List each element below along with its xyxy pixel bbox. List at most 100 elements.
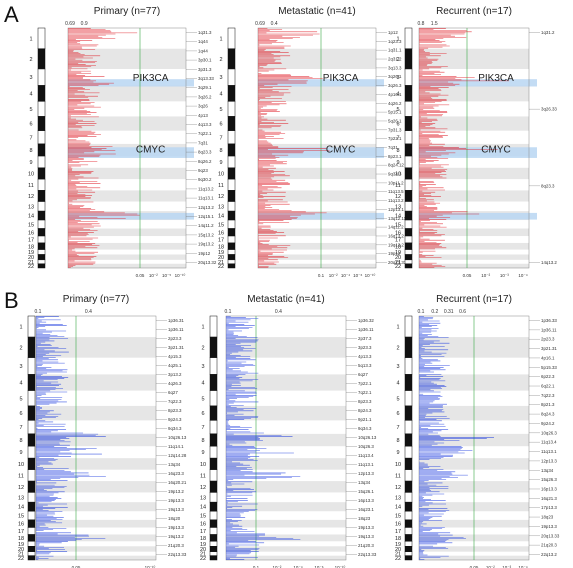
- chromosome-number: 9: [396, 450, 399, 456]
- ideogram-segment: [37, 219, 46, 229]
- top-tick-label: 0.4: [275, 309, 282, 315]
- cytoband-label: 4p15.3: [168, 354, 182, 359]
- cytoband-label: 7p22.1: [388, 136, 402, 141]
- ideogram-segment: [404, 68, 413, 86]
- cytoband-label: 8p23.3: [168, 408, 182, 413]
- chart-panel-1: Primary (n=77)0.69 0.91234567891011121314…: [28, 6, 217, 278]
- top-tick-label: 0.1: [418, 309, 425, 315]
- cytoband-label: 11q13.1: [541, 449, 557, 454]
- chromosome-number: 2: [219, 57, 222, 63]
- cytoband-label: 3q29.1: [198, 85, 212, 90]
- chromosome-band-shade: [226, 405, 346, 421]
- chromosome-band-shade: [226, 458, 346, 470]
- gene-label-cmyc: CMYC: [136, 144, 165, 155]
- ideogram-segment: [27, 315, 36, 338]
- cytoband-label: 7q22.3: [541, 393, 555, 398]
- bottom-tick-label: 0.05: [136, 273, 145, 278]
- chromosome-band-shade: [419, 116, 529, 131]
- chromosome-number: 5: [19, 396, 22, 402]
- cytoband-label: 9q34.3: [388, 172, 402, 177]
- bottom-tick-label: 0.1: [318, 273, 325, 278]
- chromosome-number: 4: [201, 381, 204, 387]
- ideogram-segment: [27, 480, 36, 493]
- chromosome-band-shade: [68, 228, 186, 237]
- ideogram-segment: [209, 527, 218, 535]
- cytoband-label: 19p13.3: [358, 525, 374, 530]
- ideogram-segment: [227, 228, 236, 237]
- ideogram-segment: [209, 420, 218, 435]
- ideogram-segment: [227, 68, 236, 86]
- chart-panel-6: Recurrent (n=17)0.1 0.2 0.31 0.612345678910…: [395, 294, 560, 568]
- cytoband-label: 3q26.33: [541, 107, 557, 112]
- cytoband-label: 8p24.3: [358, 408, 372, 413]
- bottom-tick-label: 10⁻⁴: [518, 565, 527, 568]
- cytoband-label: 21q20.3: [168, 543, 184, 548]
- cytoband-label: 11q13.4: [358, 453, 374, 458]
- cytoband-label: 7q22.1: [198, 131, 212, 136]
- ideogram-segment: [404, 405, 413, 421]
- ideogram-segment: [209, 445, 218, 459]
- top-tick-label: 0.69: [65, 21, 75, 27]
- chromosome-number: 21: [18, 552, 24, 558]
- chromosome-number: 6: [219, 122, 222, 128]
- cytoband-label: 6p22.3: [541, 374, 555, 379]
- chromosome-band-shade: [68, 254, 186, 260]
- chromosome-number: 5: [396, 396, 399, 402]
- cytoband-label: 16q20.21: [168, 480, 187, 485]
- chromosome-band-shade: [226, 555, 346, 560]
- gene-label-pik3ca: PIK3CA: [478, 73, 514, 84]
- ideogram-segment: [209, 390, 218, 407]
- cytoband-label: 22q13.33: [358, 552, 377, 557]
- chromosome-band-shade: [419, 242, 529, 250]
- plot-frame: [67, 27, 187, 269]
- gene-label-cmyc: CMYC: [481, 144, 510, 155]
- chromosome-number: 18: [28, 244, 34, 250]
- cytoband-label: 17p13.3: [541, 505, 557, 510]
- cytoband-label: 19q13.2: [168, 534, 184, 539]
- chromosome-number: 20: [218, 255, 224, 261]
- cytoband-label: 4q26.3: [168, 381, 182, 386]
- chromosome-number: 5: [396, 107, 399, 113]
- chromosome-number: 10: [395, 462, 401, 468]
- ideogram-segment: [27, 492, 36, 503]
- chart-panel-2: Metastatic (n=41)0.69 0.41234567891011121…: [218, 6, 407, 278]
- cytoband-label: 7q31: [198, 140, 208, 145]
- cytoband-label: 19q13.2: [388, 242, 404, 247]
- cytoband-label: 10q26.13: [168, 435, 187, 440]
- chromosome-number: 4: [396, 381, 399, 387]
- cytoband-label: 11q14.1: [168, 444, 184, 449]
- chromosome-band-shade: [419, 167, 529, 180]
- chromosome-band-shade: [226, 546, 346, 552]
- ideogram-segment: [404, 501, 413, 512]
- ideogram-segment: [27, 519, 36, 528]
- ideogram-segment: [227, 259, 236, 265]
- bottom-tick-label: 10⁻¹⁰: [145, 565, 156, 568]
- bottom-tick-label: 10⁻³: [500, 273, 509, 278]
- chromosome-number: 1: [29, 36, 32, 42]
- chromosome-number: 21: [28, 260, 34, 266]
- cytoband-label: 8q24.12: [388, 163, 404, 168]
- cytoband-label: 16q13.2: [388, 233, 404, 238]
- chromosome-number: 15: [200, 514, 206, 520]
- cytoband-label: 1q31.1: [388, 48, 402, 53]
- ideogram-segment: [404, 235, 413, 244]
- ideogram-segment: [404, 242, 413, 250]
- cytoband-label: 3p21.31: [541, 346, 557, 351]
- ideogram-segment: [37, 242, 46, 250]
- chromosome-band-shade: [68, 190, 186, 202]
- cytoband-label: 13q34: [358, 480, 371, 485]
- cytoband-label: 20q13.33: [388, 260, 407, 265]
- chromosome-number: 19: [28, 250, 34, 256]
- cytoband-label: 6q22.1: [541, 384, 555, 389]
- cytoband-label: 8q23.3: [541, 183, 555, 188]
- ideogram-segment: [37, 101, 46, 117]
- chromosome-number: 20: [395, 255, 401, 261]
- chromosome-number: 9: [219, 160, 222, 166]
- bottom-tick-label: 0.05: [72, 565, 81, 568]
- ideogram-segment: [209, 336, 218, 358]
- plot-frame: [35, 315, 157, 561]
- chromosome-number: 19: [218, 250, 224, 256]
- ideogram-segment: [404, 519, 413, 528]
- cytoband-label: 5p15.33: [541, 365, 557, 370]
